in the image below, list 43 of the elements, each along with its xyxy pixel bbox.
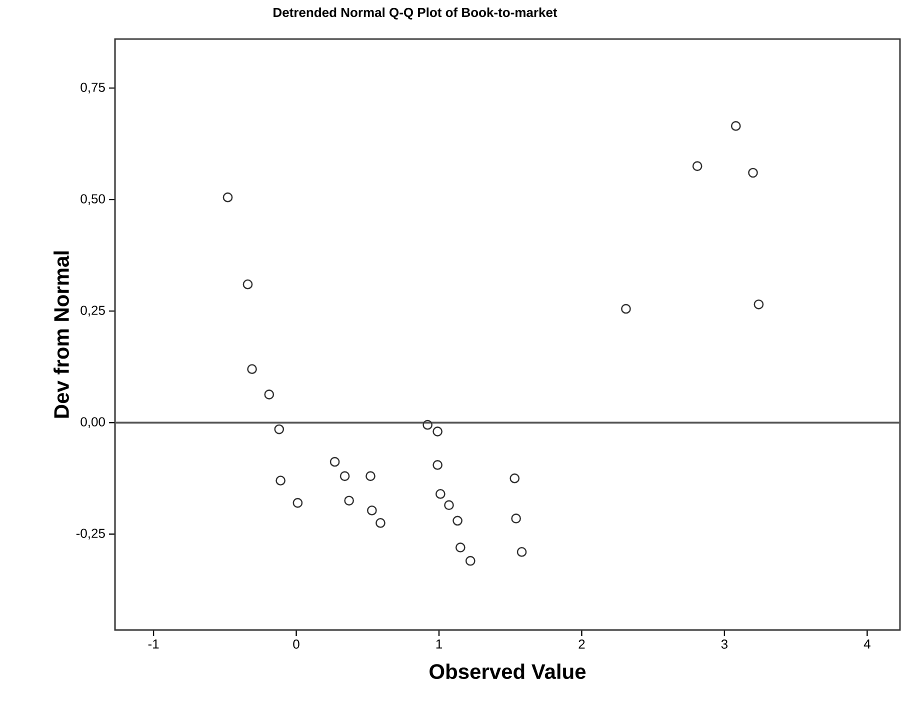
point bbox=[455, 542, 466, 552]
point bbox=[292, 498, 303, 508]
x-tick-label: 0 bbox=[293, 640, 300, 649]
point bbox=[340, 471, 350, 482]
y-tick-label: 0,50 bbox=[80, 194, 105, 205]
chart-title: Detrended Normal Q-Q Plot of Book-to-market bbox=[274, 8, 558, 20]
point bbox=[621, 304, 631, 314]
x-tick-label: 2 bbox=[578, 640, 585, 649]
x-axis-title: Observed Value bbox=[430, 664, 586, 680]
point bbox=[730, 121, 741, 131]
point bbox=[510, 473, 520, 484]
y-tick-label: -0,25 bbox=[76, 528, 105, 540]
point bbox=[435, 489, 446, 499]
point bbox=[432, 426, 443, 436]
point bbox=[242, 279, 253, 290]
point bbox=[748, 168, 758, 178]
point bbox=[247, 364, 257, 374]
point bbox=[754, 299, 764, 310]
point bbox=[444, 500, 454, 510]
point bbox=[376, 518, 386, 528]
point bbox=[422, 420, 433, 430]
x-tick-label: 3 bbox=[721, 640, 728, 649]
point bbox=[264, 390, 274, 400]
y-axis-title: Dev from Normal bbox=[54, 251, 69, 418]
point bbox=[511, 514, 522, 524]
x-tick-label: 1 bbox=[436, 640, 442, 648]
y-tick-label: 0,25 bbox=[80, 306, 105, 316]
point bbox=[516, 546, 527, 557]
point bbox=[274, 424, 284, 434]
point bbox=[344, 496, 354, 506]
point bbox=[366, 471, 376, 482]
point bbox=[222, 192, 233, 202]
x-tick-label: 4 bbox=[864, 640, 870, 648]
x-tick-label: -1 bbox=[148, 640, 159, 648]
point bbox=[366, 506, 377, 516]
point bbox=[452, 516, 462, 526]
y-tick-label: 0,75 bbox=[80, 82, 105, 94]
point bbox=[432, 460, 443, 470]
point bbox=[692, 161, 702, 172]
point bbox=[276, 476, 286, 486]
y-tick-label: 0,00 bbox=[80, 417, 105, 428]
point bbox=[465, 556, 476, 566]
point bbox=[330, 456, 340, 467]
